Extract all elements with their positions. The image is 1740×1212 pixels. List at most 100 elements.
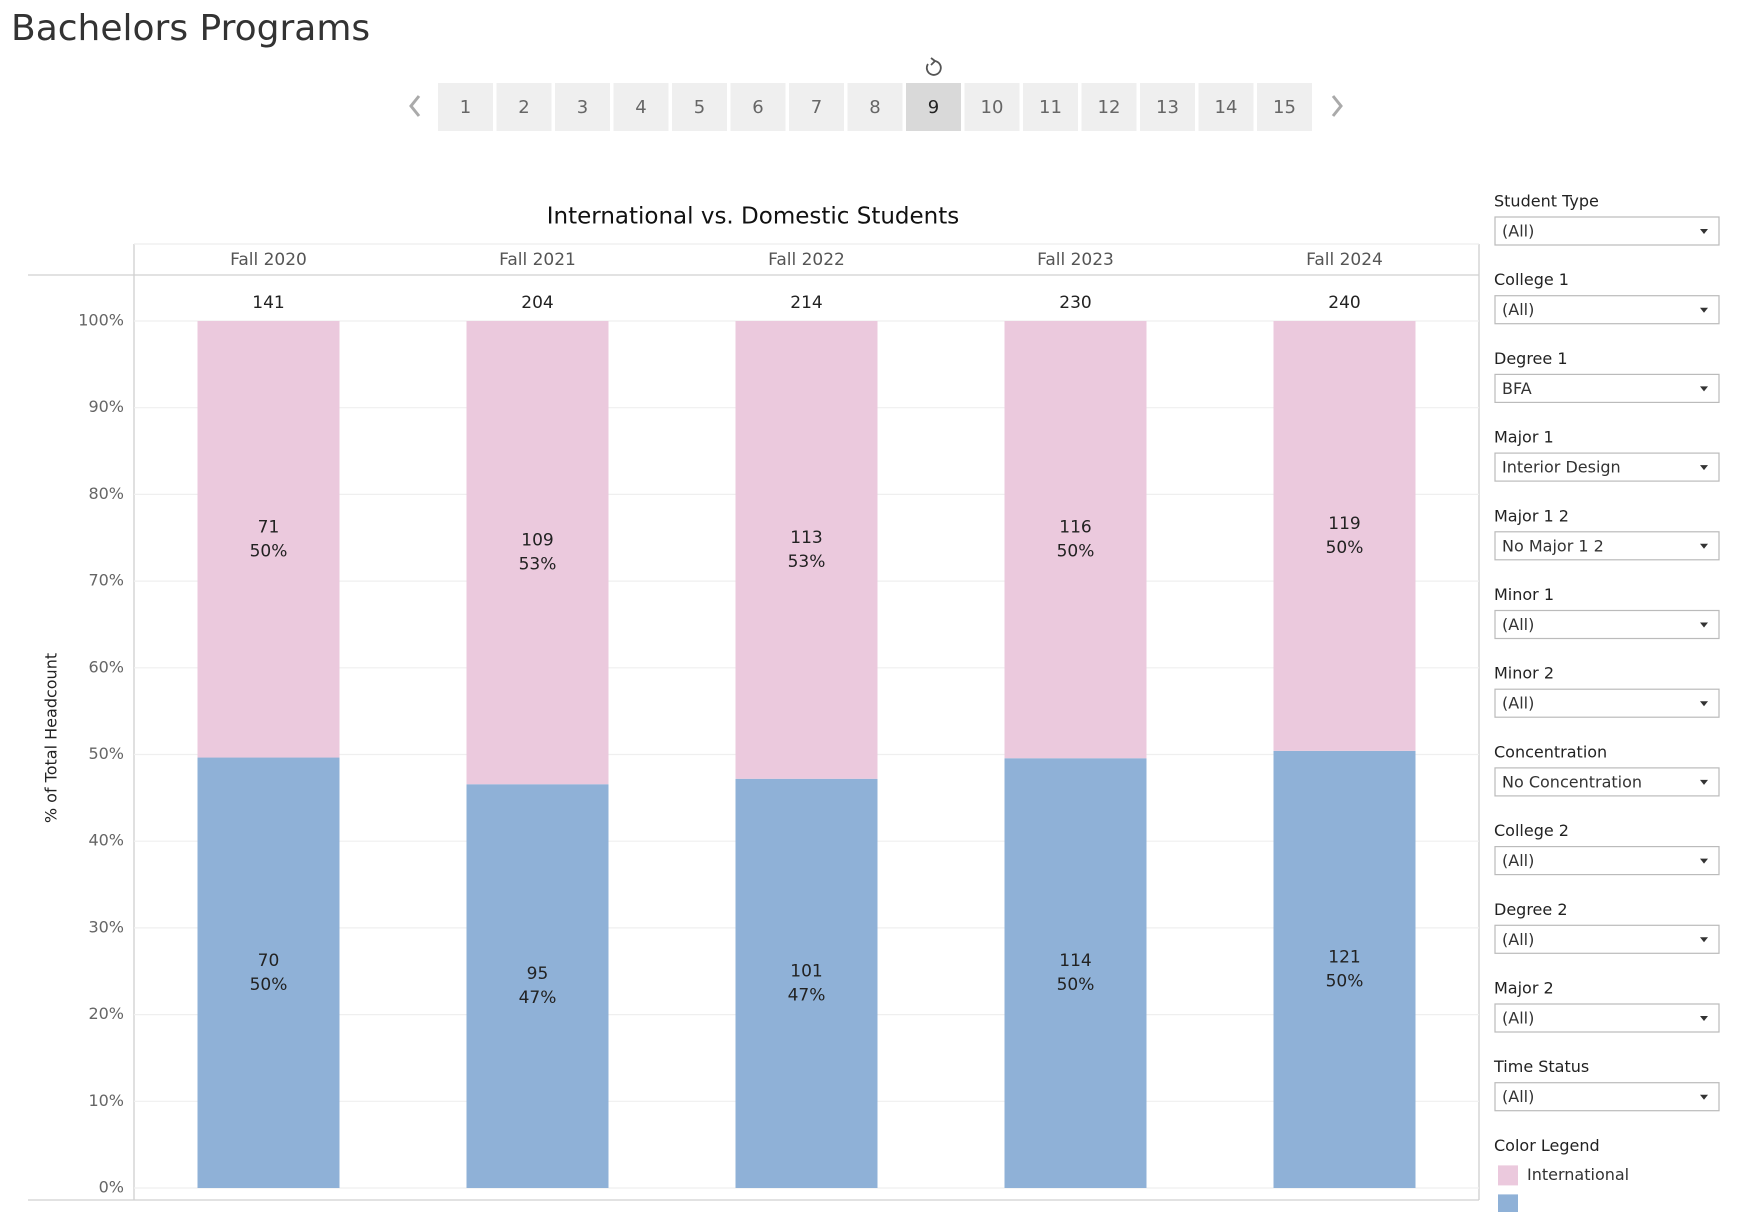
page-button[interactable] — [1140, 83, 1195, 131]
page-number[interactable]: 5 — [694, 97, 705, 118]
bar-segment — [1273, 321, 1416, 751]
page-button[interactable] — [847, 83, 903, 131]
filter-dropdown[interactable] — [1494, 609, 1720, 640]
dropdown-arrow[interactable] — [1700, 937, 1708, 943]
filter-dropdown[interactable] — [1494, 1003, 1720, 1033]
page-button[interactable] — [964, 83, 1020, 131]
percent-label: 50% — [1057, 975, 1095, 995]
filter-label: College 2 — [1494, 821, 1569, 840]
filter-label: Major 1 — [1494, 428, 1554, 447]
total-label: 141 — [252, 293, 284, 313]
y-tick-label: 90% — [88, 397, 124, 416]
page-number[interactable]: 4 — [635, 97, 646, 118]
y-tick-label: 60% — [88, 657, 124, 676]
page-number[interactable]: 9 — [928, 97, 939, 118]
dropdown-arrow[interactable] — [1700, 779, 1708, 785]
dropdown-arrow[interactable] — [1700, 465, 1708, 471]
filter-dropdown[interactable] — [1494, 531, 1720, 561]
bar-segment — [466, 321, 609, 785]
filter-value: (All) — [1502, 694, 1534, 713]
count-label: 109 — [521, 531, 553, 551]
page-number[interactable]: 2 — [518, 97, 529, 118]
filter-value: (All) — [1502, 300, 1534, 319]
dropdown-arrow[interactable] — [1700, 543, 1708, 549]
filter-value: (All) — [1502, 615, 1534, 634]
filter-label: Time Status — [1493, 1057, 1589, 1076]
page-button[interactable] — [1198, 83, 1254, 131]
percent-label: 53% — [519, 555, 557, 575]
page-number[interactable]: 11 — [1039, 97, 1062, 118]
count-label: 95 — [527, 964, 549, 984]
dropdown-arrow[interactable] — [1700, 229, 1708, 234]
page-number[interactable]: 10 — [981, 97, 1004, 118]
page-button[interactable] — [730, 83, 786, 131]
page-number[interactable]: 13 — [1156, 97, 1179, 118]
total-label: 204 — [521, 293, 553, 313]
count-label: 121 — [1328, 947, 1360, 967]
chart-title: International vs. Domestic Students — [547, 204, 960, 230]
page-number[interactable]: 3 — [577, 97, 588, 118]
filter-dropdown[interactable] — [1494, 452, 1720, 482]
page-number[interactable]: 12 — [1098, 97, 1121, 118]
filter-dropdown[interactable] — [1494, 845, 1720, 876]
bar-segment — [1004, 758, 1147, 1188]
dropdown-arrow[interactable] — [1700, 701, 1708, 707]
page-number[interactable]: 14 — [1215, 97, 1238, 118]
filter-value: (All) — [1502, 1087, 1534, 1106]
filter-dropdown[interactable] — [1494, 1082, 1720, 1112]
page-button[interactable] — [789, 83, 844, 131]
total-label: 214 — [790, 293, 822, 313]
filter-label: Degree 2 — [1494, 900, 1568, 919]
dropdown-arrow[interactable] — [1700, 1016, 1708, 1021]
refresh-icon[interactable] — [925, 57, 942, 76]
page-button[interactable] — [1081, 83, 1137, 131]
dropdown-arrow[interactable] — [1700, 386, 1708, 392]
bar-segment — [735, 778, 878, 1188]
count-label: 116 — [1059, 518, 1091, 538]
page-button[interactable] — [438, 83, 493, 131]
page-number[interactable]: 8 — [869, 97, 880, 118]
page-button[interactable] — [555, 83, 610, 131]
prev-arrow[interactable] — [409, 95, 421, 117]
dropdown-arrow[interactable] — [1700, 858, 1708, 864]
page-number[interactable]: 1 — [460, 97, 471, 118]
count-label: 71 — [258, 517, 280, 537]
filter-dropdown[interactable] — [1494, 688, 1720, 718]
page-button[interactable] — [1257, 83, 1312, 131]
filter-dropdown[interactable] — [1494, 767, 1720, 797]
filter-label: Concentration — [1494, 742, 1607, 761]
page-number[interactable]: 7 — [811, 97, 822, 118]
filter-value: No Concentration — [1502, 772, 1642, 791]
dropdown-arrow[interactable] — [1700, 307, 1708, 313]
percent-label: 50% — [250, 541, 288, 561]
y-tick-label: 50% — [88, 744, 124, 763]
percent-label: 47% — [788, 985, 826, 1005]
bar-segment — [1273, 750, 1416, 1188]
page-button[interactable] — [613, 83, 669, 131]
legend-swatch — [1498, 1165, 1518, 1186]
count-label: 101 — [790, 961, 822, 981]
dropdown-arrow[interactable] — [1700, 622, 1708, 628]
page-title: Bachelors Programs — [11, 8, 370, 49]
next-arrow[interactable] — [1331, 95, 1343, 117]
bar-segment — [1004, 321, 1147, 759]
percent-label: 50% — [1326, 971, 1364, 991]
filter-value: (All) — [1502, 930, 1534, 949]
page-button[interactable] — [496, 83, 552, 131]
filter-dropdown[interactable] — [1494, 924, 1720, 954]
filter-value: Interior Design — [1502, 458, 1621, 477]
page-button[interactable] — [906, 83, 961, 131]
page-number[interactable]: 15 — [1273, 97, 1296, 118]
filter-dropdown[interactable] — [1494, 295, 1720, 325]
filter-label: Major 1 2 — [1494, 506, 1569, 525]
y-tick-label: 40% — [88, 831, 124, 850]
filter-dropdown[interactable] — [1494, 373, 1720, 403]
page-button[interactable] — [672, 83, 727, 131]
dropdown-arrow[interactable] — [1700, 1094, 1708, 1100]
page-button[interactable] — [1023, 83, 1078, 131]
y-tick-label: 70% — [88, 571, 124, 590]
count-label: 70 — [258, 951, 280, 971]
column-header: Fall 2023 — [1037, 250, 1114, 270]
filter-dropdown[interactable] — [1494, 216, 1720, 246]
page-number[interactable]: 6 — [752, 97, 763, 118]
